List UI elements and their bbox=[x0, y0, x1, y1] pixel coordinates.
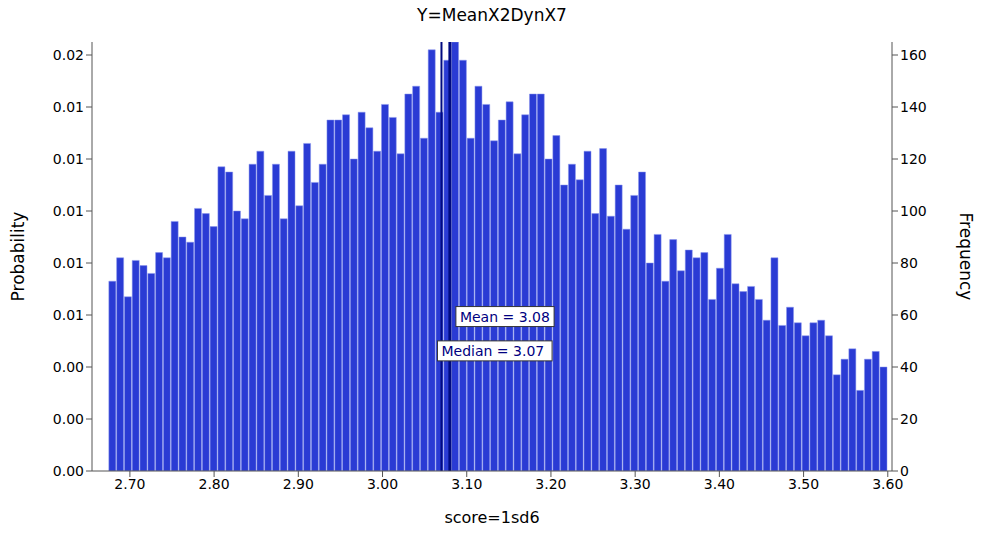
svg-text:60: 60 bbox=[900, 307, 918, 323]
svg-text:Median = 3.07: Median = 3.07 bbox=[441, 343, 544, 359]
svg-text:20: 20 bbox=[900, 411, 918, 427]
svg-text:160: 160 bbox=[900, 47, 927, 63]
svg-text:3.30: 3.30 bbox=[620, 476, 651, 492]
svg-text:140: 140 bbox=[900, 99, 927, 115]
html-text:Y=MeanX2DynX7: Y=MeanX2DynX7 bbox=[417, 5, 567, 25]
svg-text:3.60: 3.60 bbox=[872, 476, 903, 492]
svg-text:100: 100 bbox=[900, 203, 927, 219]
svg-text:3.40: 3.40 bbox=[704, 476, 735, 492]
svg-text:80: 80 bbox=[900, 255, 918, 271]
svg-text:120: 120 bbox=[900, 151, 927, 167]
svg-text:0.01: 0.01 bbox=[53, 203, 84, 219]
svg-text:0.02: 0.02 bbox=[53, 47, 84, 63]
svg-text:0.00: 0.00 bbox=[53, 463, 84, 479]
svg-text:3.20: 3.20 bbox=[535, 476, 566, 492]
svg-text:3.10: 3.10 bbox=[451, 476, 482, 492]
svg-text:Probability: Probability bbox=[8, 212, 28, 302]
svg-text:score=1sd6: score=1sd6 bbox=[444, 508, 539, 527]
svg-text:0: 0 bbox=[900, 463, 909, 479]
svg-text:2.70: 2.70 bbox=[114, 476, 145, 492]
svg-text:0.00: 0.00 bbox=[53, 411, 84, 427]
svg-text:0.01: 0.01 bbox=[53, 307, 84, 323]
svg-text:0.01: 0.01 bbox=[53, 99, 84, 115]
svg-text:0.01: 0.01 bbox=[53, 255, 84, 271]
svg-text:2.80: 2.80 bbox=[199, 476, 230, 492]
svg-text:0.01: 0.01 bbox=[53, 151, 84, 167]
svg-text:3.00: 3.00 bbox=[367, 476, 398, 492]
svg-text:40: 40 bbox=[900, 359, 918, 375]
svg-text:Frequency: Frequency bbox=[956, 213, 976, 301]
svg-text:2.90: 2.90 bbox=[283, 476, 314, 492]
svg-text:Mean = 3.08: Mean = 3.08 bbox=[460, 309, 550, 325]
svg-text:0.00: 0.00 bbox=[53, 359, 84, 375]
svg-text:3.50: 3.50 bbox=[788, 476, 819, 492]
